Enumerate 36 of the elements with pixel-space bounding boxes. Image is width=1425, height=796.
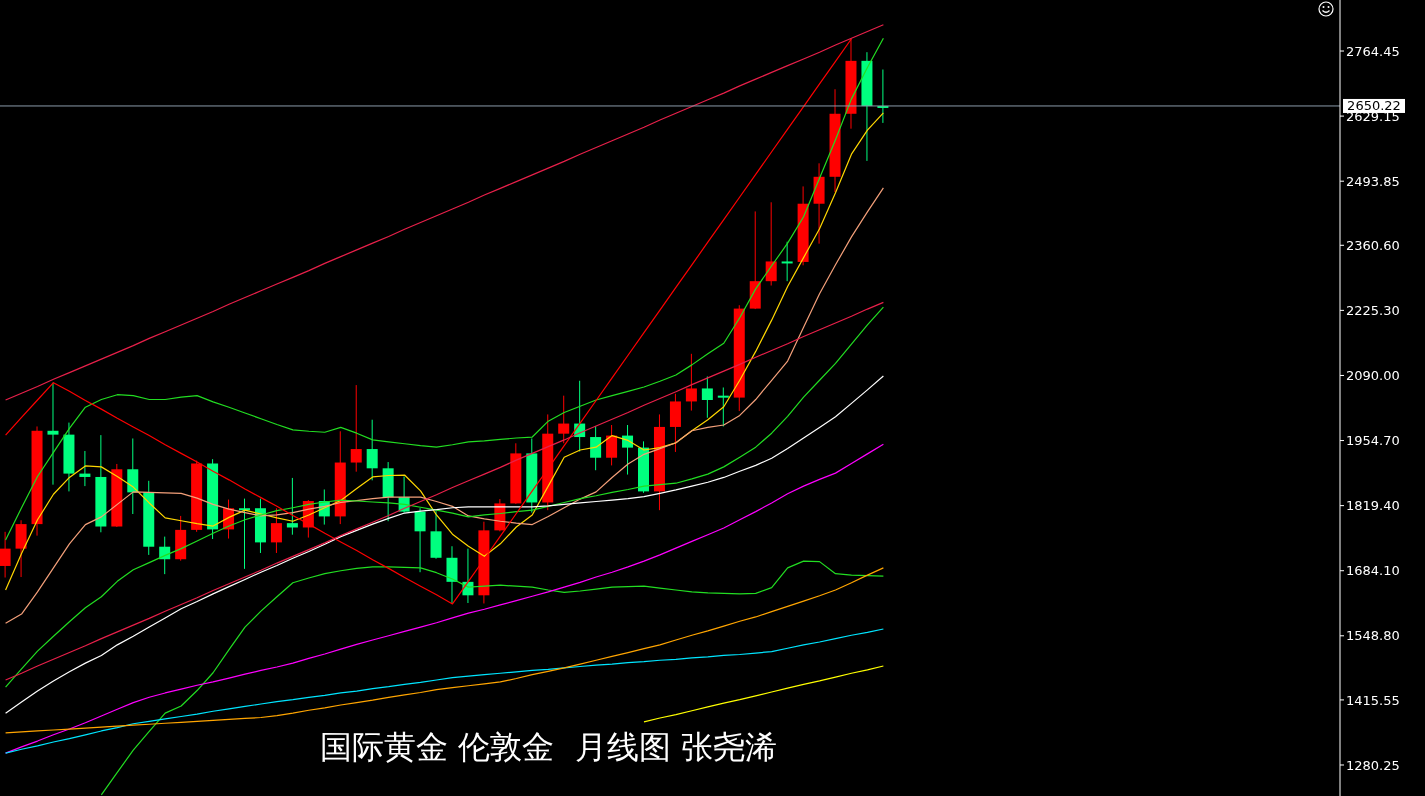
y-tick-label: 2090.00 — [1346, 368, 1400, 384]
candlestick — [270, 507, 282, 554]
candlestick — [606, 424, 618, 466]
line-series — [4, 24, 884, 401]
candlestick — [286, 477, 298, 536]
candlestick — [366, 419, 378, 481]
candlestick — [414, 507, 426, 573]
line-series — [100, 560, 884, 796]
candlestick — [781, 241, 793, 282]
candlestick — [127, 437, 139, 515]
y-tick-label: 1415.55 — [1346, 692, 1400, 708]
candlestick — [558, 395, 570, 444]
y-tick-label: 1954.70 — [1346, 433, 1400, 449]
candlestick — [685, 353, 697, 412]
y-tick-label: 2764.45 — [1346, 43, 1400, 59]
y-tick-label: 2493.85 — [1346, 173, 1400, 189]
candlestick — [717, 386, 729, 427]
line-series — [4, 112, 884, 591]
y-tick-label: 1280.25 — [1346, 757, 1400, 773]
y-tick-label: 2360.60 — [1346, 237, 1400, 253]
y-tick-label: 2225.30 — [1346, 302, 1400, 318]
y-tick-label: 1819.40 — [1346, 498, 1400, 514]
y-tick-label: 1548.80 — [1346, 628, 1400, 644]
line-series — [643, 665, 884, 723]
ref-line-label: 2650.22 — [1347, 98, 1401, 114]
candlestick — [0, 531, 11, 579]
candlestick — [239, 498, 251, 570]
y-tick-label: 1684.10 — [1346, 563, 1400, 579]
candlestick — [350, 384, 362, 473]
candlestick — [765, 201, 777, 287]
candlestick — [47, 382, 59, 486]
line-series — [4, 187, 884, 624]
annotation: 国际黄金 伦敦金 月线图 张尧浠 — [320, 727, 777, 768]
candlestick — [590, 425, 602, 471]
candlestick — [701, 375, 713, 419]
line-series — [4, 375, 884, 714]
